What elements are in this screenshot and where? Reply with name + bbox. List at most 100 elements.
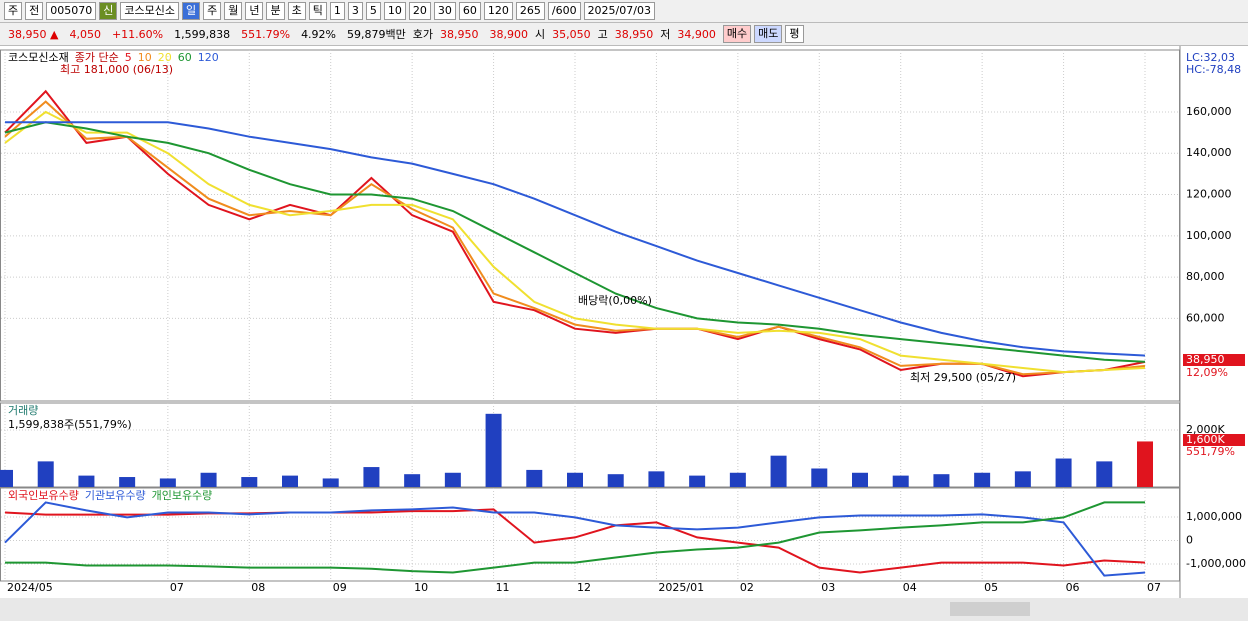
series-line — [4, 110, 1146, 374]
toolbar-item[interactable]: 5 — [365, 2, 381, 20]
bar — [770, 455, 787, 487]
toolbar-item[interactable]: 60 — [458, 2, 481, 20]
y-tick-label: 140,000 — [1186, 146, 1232, 159]
bar — [852, 472, 868, 487]
sell-button[interactable]: 매도 — [754, 25, 783, 43]
bar — [974, 472, 991, 487]
toolbar-item[interactable]: 1 — [329, 2, 345, 20]
annotation: 배당락(0,00%) — [578, 294, 652, 307]
toolbar-item[interactable]: 년 — [245, 2, 264, 20]
series-line — [4, 100, 1146, 376]
y-tick-label: 100,000 — [1186, 229, 1232, 242]
toolbar-item[interactable]: 265 — [515, 2, 545, 20]
x-tick-label: 11 — [496, 581, 510, 594]
x-tick-label: 10 — [414, 581, 428, 594]
label: 시 — [535, 28, 546, 41]
toolbar-item[interactable]: 2025/07/03 — [583, 2, 655, 20]
x-tick-label: 04 — [903, 581, 917, 594]
y-tick-label: 80,000 — [1186, 270, 1225, 283]
quote-bar: 38,950 ▲ 4,050 +11.60% 1,599,838 551.79%… — [0, 23, 1248, 46]
toolbar-item[interactable]: 틱 — [308, 2, 327, 20]
bid: 38,900 — [489, 27, 529, 41]
toolbar-item[interactable]: 3 — [347, 2, 363, 20]
bar — [1137, 441, 1153, 487]
bar — [404, 474, 421, 487]
bar — [159, 478, 176, 487]
label: 고 — [597, 28, 608, 41]
toolbar-item[interactable]: 전 — [25, 2, 44, 20]
scroll-thumb[interactable] — [950, 602, 1030, 616]
toolbar-item[interactable]: 주 — [203, 2, 222, 20]
subtitle: 1,599,838주(551,79%) — [8, 418, 132, 431]
label: 저 — [660, 28, 671, 41]
toolbar-item[interactable]: 일 — [181, 2, 201, 20]
bar — [1014, 471, 1031, 487]
low: 34,900 — [677, 27, 716, 41]
buy-button[interactable]: 매수 — [722, 25, 752, 43]
x-tick-label: 09 — [333, 581, 347, 594]
price-tag — [1183, 354, 1245, 366]
bar — [811, 468, 828, 487]
toolbar: 주 전 005070 신 코스모신소 일 주 월 년 분 초 틱 1 3 5 10 20 30 60 120 265/6… — [0, 0, 1248, 23]
toolbar-item[interactable]: 초 — [287, 2, 306, 20]
legend-title: 종가 단순 — [75, 51, 119, 64]
toolbar-item[interactable]: 120 — [483, 2, 513, 20]
right-label: 551,79% — [1186, 445, 1235, 458]
bar — [37, 461, 54, 487]
toolbar-item[interactable]: 신 — [99, 2, 118, 20]
y-tick-label: 60,000 — [1186, 311, 1225, 324]
toolbar-item[interactable]: 30 — [433, 2, 456, 20]
bar — [241, 477, 258, 487]
x-tick-label: 2024/05 — [7, 581, 53, 594]
x-tick-label: 07 — [1147, 581, 1161, 594]
y-tick-label: 1,000,000 — [1186, 510, 1242, 523]
bar — [282, 475, 298, 487]
vol-rate: 551.79% — [241, 27, 291, 41]
series-line — [5, 121, 1146, 357]
toolbar-item[interactable]: 주 — [4, 2, 23, 20]
right-label: 1,600K — [1186, 433, 1225, 446]
legend-entry: 60 — [178, 51, 192, 64]
bar — [607, 474, 624, 487]
bar — [1055, 458, 1072, 487]
right-label: 12,09% — [1186, 366, 1228, 379]
right-label: LC:32,03 — [1186, 51, 1235, 64]
bar — [485, 413, 502, 487]
volume: 1,599,838 — [174, 27, 231, 41]
toolbar-item[interactable]: 005070 — [46, 2, 97, 20]
bar — [363, 467, 380, 487]
x-tick-label: 2025/01 — [658, 581, 704, 594]
bar — [567, 472, 583, 487]
change: 4,050 — [69, 27, 101, 41]
toolbar-item[interactable]: 코스모신소 — [120, 2, 179, 20]
toolbar-item[interactable]: 분 — [266, 2, 285, 20]
rate: +11.60% — [111, 27, 164, 41]
series-line — [5, 501, 1145, 574]
y-tick-label: -1,000,000 — [1186, 557, 1246, 570]
toolbar-item[interactable]: /600 — [547, 2, 581, 20]
chart-title: 코스모신소재 — [8, 51, 69, 64]
right-label: HC:-78,48 — [1186, 63, 1241, 76]
legend-entry: 20 — [158, 51, 172, 64]
y-tick-label: 0 — [1186, 534, 1193, 547]
legend-entry: 기관보유수량 — [85, 489, 146, 502]
price: 38,950 ▲ — [8, 27, 59, 41]
open: 35,050 — [552, 27, 591, 41]
price-tag — [1183, 434, 1245, 446]
series-line — [4, 501, 1146, 577]
y-tick-label: 120,000 — [1186, 188, 1232, 201]
legend-entry: 10 — [138, 51, 152, 64]
toolbar-item[interactable]: 10 — [383, 2, 406, 20]
toolbar-item[interactable]: 월 — [224, 2, 243, 20]
amount: 59,879백만 — [347, 28, 406, 41]
toolbar-item[interactable]: 20 — [408, 2, 431, 20]
legend-entry: 개인보유수량 — [152, 489, 213, 502]
turnover: 4.92% — [301, 27, 337, 41]
x-tick-label: 07 — [170, 581, 184, 594]
x-tick-label: 05 — [984, 581, 998, 594]
bar — [0, 469, 13, 487]
eval-button[interactable]: 평 — [785, 25, 804, 43]
bar — [526, 469, 543, 487]
y-tick-label: 2,000K — [1186, 423, 1225, 436]
